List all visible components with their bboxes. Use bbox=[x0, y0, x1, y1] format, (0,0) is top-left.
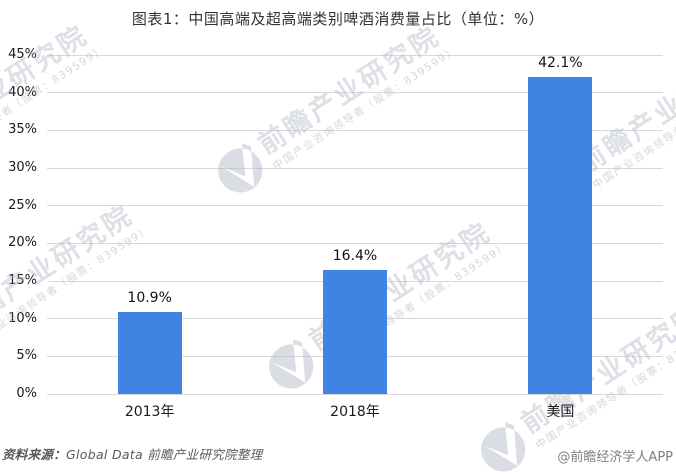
gridline-25% bbox=[47, 205, 663, 207]
bar-2018年 bbox=[323, 270, 387, 394]
y-tick-label-40%: 40% bbox=[8, 84, 37, 100]
bar-2013年 bbox=[117, 311, 182, 394]
gridline-0% bbox=[47, 393, 663, 395]
value-label-2018年: 16.4% bbox=[332, 248, 378, 265]
gridline-20% bbox=[47, 242, 663, 244]
y-tick-label-15%: 15% bbox=[8, 273, 37, 288]
gridline-45% bbox=[47, 54, 663, 56]
source-note: 资料来源：Global Data 前瞻产业研究院整理 bbox=[2, 444, 262, 463]
y-tick-label-10%: 10% bbox=[8, 310, 37, 326]
credit-note: @前瞻经济学人APP bbox=[557, 450, 673, 465]
y-tick-label-0%: 0% bbox=[16, 386, 37, 401]
source-label: 资料来源： bbox=[2, 447, 67, 462]
y-tick-label-45%: 45% bbox=[8, 47, 37, 62]
y-tick-label-20%: 20% bbox=[8, 235, 37, 251]
gridline-35% bbox=[47, 129, 663, 131]
value-label-美国: 42.1% bbox=[538, 54, 583, 71]
x-category-label-美国: 美国 bbox=[546, 404, 575, 420]
y-tick-label-5%: 5% bbox=[16, 348, 37, 364]
source-text: Global Data 前瞻产业研究院整理 bbox=[66, 447, 263, 462]
x-category-label-2013年: 2013年 bbox=[124, 404, 175, 420]
chart-title: 图表1：中国高端及超高端类别啤酒消费量占比（单位：%） bbox=[131, 10, 545, 28]
gridline-30% bbox=[47, 167, 663, 169]
bar-美国 bbox=[528, 76, 593, 394]
value-label-2013年: 10.9% bbox=[127, 289, 172, 306]
y-tick-label-35%: 35% bbox=[8, 122, 37, 138]
gridline-40% bbox=[47, 92, 663, 94]
x-category-label-2018年: 2018年 bbox=[330, 404, 380, 420]
y-tick-label-30%: 30% bbox=[8, 160, 37, 175]
y-tick-label-25%: 25% bbox=[8, 197, 37, 213]
